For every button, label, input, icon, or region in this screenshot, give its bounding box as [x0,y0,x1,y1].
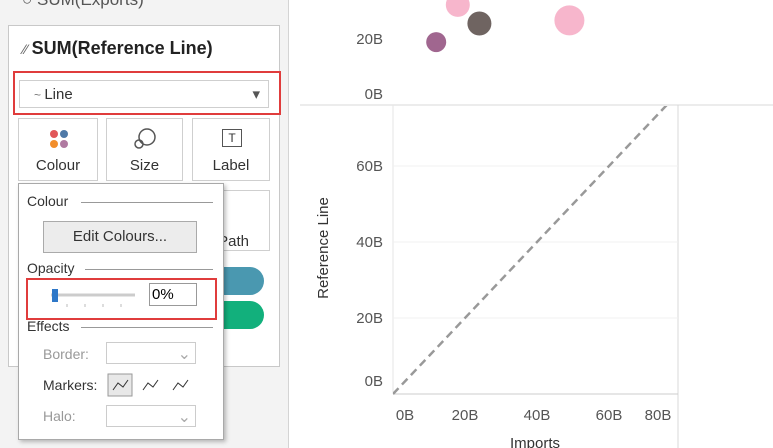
heading: Opacity [27,260,75,276]
field-label: Halo: [43,408,76,424]
field-label: Border: [43,346,89,362]
size-button[interactable]: Size [106,118,183,181]
icon [134,128,156,149]
icon: T [222,129,242,147]
x-tick-label: 0B [396,407,414,424]
rule [81,202,213,203]
y-tick-label: 0B [365,373,383,390]
x-tick-label: 20B [452,407,479,424]
heading: Effects [27,318,70,334]
mark-type: Line [44,86,73,103]
y-axis-title: Reference Line [315,197,332,299]
opacity-slider[interactable] [47,286,137,308]
marker-options[interactable] [107,373,197,397]
card-title: ⁄⁄ SUM(Reference Line) [23,38,213,58]
x-tick-label: 60B [596,407,623,424]
heading: Colour [27,193,69,209]
sidebar: ○ SUM(Exports) ⁄⁄ SUM(Reference Line) ~ … [0,0,289,448]
x-tick-label: 40B [524,407,551,424]
icon [50,130,68,148]
highlight [13,71,281,115]
y-tick-label: 0B [365,86,383,103]
rule [85,269,213,270]
field-label: Markers: [43,377,98,393]
y-tick-label: 60B [356,158,383,175]
field-pill[interactable]: ○ SUM(Exports) [22,0,144,10]
highlight [26,278,217,320]
y-tick-label: 20B [356,31,383,48]
button-label: Size [129,157,160,174]
mark-type-dropdown[interactable]: ~ Line ▾ [19,80,269,108]
border-select[interactable]: ⌄ [106,342,196,364]
point [554,5,585,36]
reference-line [393,106,668,395]
rule [81,327,213,328]
y-tick-label: 40B [356,234,383,251]
button-label: Path [218,233,249,250]
colour-button[interactable]: Colour [18,118,98,181]
field-name: SUM(Exports) [37,0,144,9]
point [445,0,470,17]
label-button[interactable]: Label T [192,118,270,181]
x-axis-title: Imports [510,435,560,448]
halo-select[interactable]: ⌄ [106,405,196,427]
button-label: Colour [35,157,81,174]
y-tick-label: 20B [356,310,383,327]
button-label: Label [212,157,250,174]
point [467,11,492,36]
opacity-input[interactable]: 0% [149,283,197,306]
edit-colours-button[interactable]: Edit Colours... [43,221,197,253]
field-name: SUM(Reference Line) [31,38,213,58]
point [426,32,447,53]
colour-popup: Colour Edit Colours... Opacity 0% Effect… [18,183,224,440]
x-tick-label: 80B [645,407,672,424]
